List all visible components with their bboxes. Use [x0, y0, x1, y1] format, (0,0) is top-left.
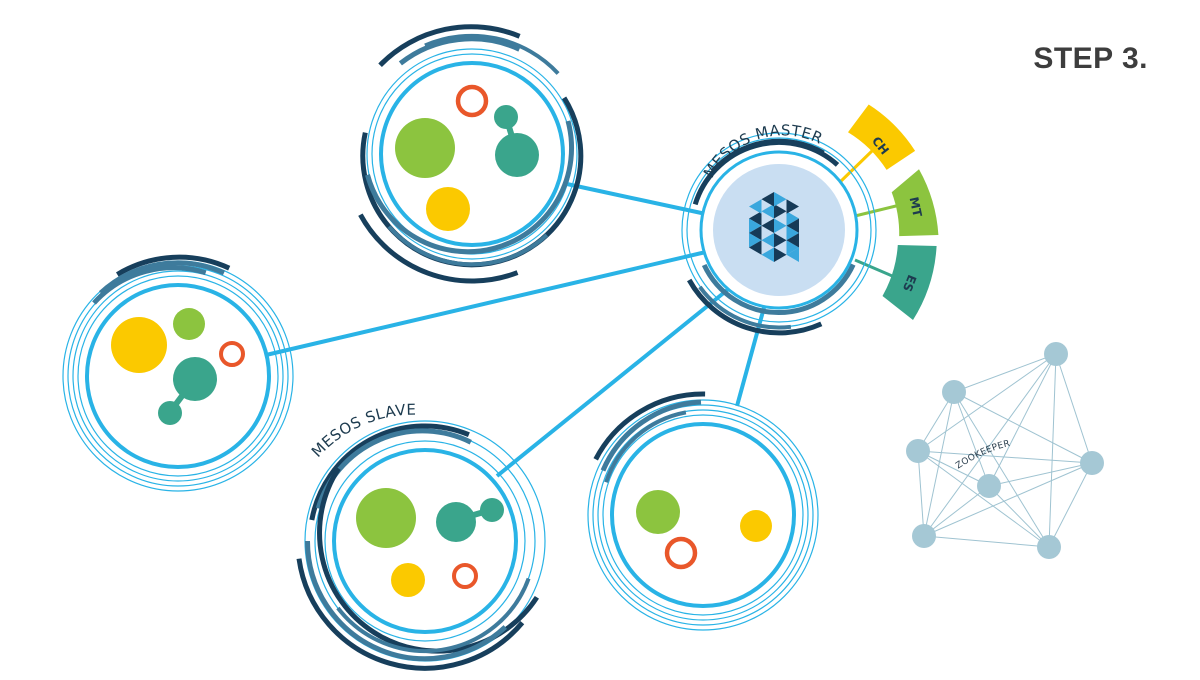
node-ring-thin [72, 270, 284, 482]
node-ring-thin [592, 404, 814, 626]
node-arc [336, 577, 531, 654]
task-teal-small [494, 105, 518, 129]
link-mt [854, 203, 901, 218]
task-green [173, 308, 205, 340]
node-arc [92, 265, 207, 305]
node-arc [600, 399, 702, 472]
node-arc [365, 120, 575, 255]
task-yellow [391, 563, 425, 597]
zookeeper-node [906, 439, 930, 463]
zookeeper-node [912, 524, 936, 548]
links [265, 182, 767, 478]
node-arc [304, 540, 508, 662]
link-ch [836, 148, 875, 186]
node-arc [701, 263, 856, 315]
task-teal [173, 357, 217, 401]
node-ring-thin [587, 399, 819, 631]
task-yellow [426, 187, 470, 231]
mesos-slave-node [358, 24, 584, 284]
framework-tab-es [882, 245, 937, 320]
task-ring [664, 536, 698, 570]
task-green [636, 490, 680, 534]
framework-tab-ch [848, 104, 916, 170]
link-slave-top [566, 182, 707, 216]
framework-tab-mt-label: MT [907, 196, 925, 219]
task-teal [436, 502, 476, 542]
link-es [854, 258, 898, 280]
node-arc [711, 138, 825, 173]
link-slave-left [265, 250, 707, 357]
task-teal [495, 133, 539, 177]
task-green [395, 118, 455, 178]
mesos-logo-icon [749, 192, 799, 262]
task-yellow [740, 510, 772, 542]
node-ring-inner [610, 422, 796, 608]
link-slave-bottom-left [495, 285, 733, 478]
node-arc [687, 278, 823, 336]
node-ring-inner [332, 448, 518, 634]
task-ring [219, 341, 245, 367]
node-ring-thin [324, 440, 526, 642]
node-arc [99, 260, 226, 295]
node-ring-thin [597, 409, 809, 621]
node-arc [296, 558, 525, 671]
mesos-slave-node [62, 254, 294, 492]
node-arc [358, 213, 519, 284]
node-arc [387, 225, 549, 267]
task-yellow [111, 317, 167, 373]
zookeeper-node [1044, 342, 1068, 366]
node-arc [698, 285, 792, 330]
task-teal-small [480, 498, 504, 522]
node-ring-thin [686, 137, 872, 323]
zookeeper-node [1080, 451, 1104, 475]
mesos-slave-node [587, 391, 819, 631]
node-ring-inner [379, 61, 565, 247]
step-title: STEP 3. [1033, 42, 1148, 75]
node-ring-thin [77, 275, 279, 477]
zookeeper-links [917, 353, 1093, 548]
link-slave-bottom-right [735, 303, 767, 407]
mesos-slave-node: MESOS SLAVE [296, 401, 546, 671]
zookeeper-node [942, 380, 966, 404]
mesos-master-node: MESOS MASTER [681, 121, 877, 336]
node-arc [593, 391, 706, 461]
node-arc [604, 410, 687, 483]
zookeeper-cluster: ZOOKEEPER [906, 342, 1104, 559]
task-ring [455, 84, 489, 118]
node-arc [398, 36, 521, 66]
framework-tab-mt [891, 169, 939, 237]
node-arc [424, 33, 560, 75]
node-arc [116, 254, 231, 277]
zookeeper-node [1037, 535, 1061, 559]
node-ring-thin [366, 48, 578, 260]
svg-text:ZOOKEEPER: ZOOKEEPER [954, 439, 1011, 471]
task-teal-small [158, 401, 182, 425]
zookeeper-label: ZOOKEEPER [954, 439, 1011, 471]
task-ring [452, 563, 478, 589]
node-arc [378, 24, 521, 67]
node-ring-thin [602, 414, 804, 616]
node-arc [309, 423, 470, 521]
framework-tabs: CH MT ES [848, 104, 939, 320]
zookeeper-node [977, 474, 1001, 498]
task-green [356, 488, 416, 548]
framework-links [836, 148, 901, 280]
framework-tab-es-label: ES [900, 273, 919, 294]
